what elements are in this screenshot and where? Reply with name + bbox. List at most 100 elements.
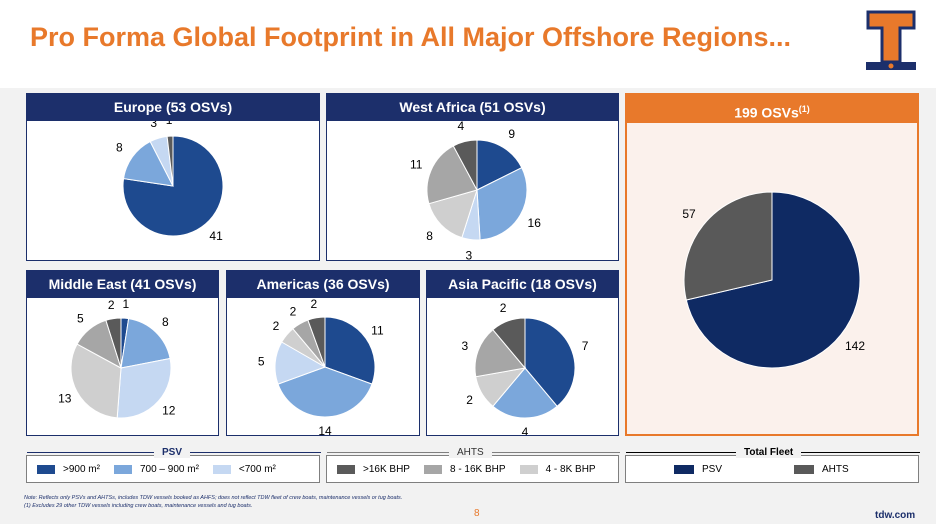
pie-value-label: 8: [426, 229, 433, 243]
pie-value-label: 1: [123, 298, 130, 311]
footnotes: Note: Reflects only PSVs and AHTSs, incl…: [24, 494, 402, 510]
legend-fleet-ahts: AHTS: [794, 464, 849, 475]
pie-value-label: 2: [290, 305, 297, 319]
legend-label: <700 m²: [238, 463, 276, 475]
legend-label: PSV: [702, 463, 723, 475]
middle-east-pie: 1 8 12 13 5 2: [58, 298, 176, 419]
legend-ahts-gt16k: >16K BHP: [337, 464, 410, 475]
pie-slice: [492, 367, 558, 419]
legend-ahts-8-16k: 8 - 16K BHP: [423, 463, 506, 475]
ahts-legend: AHTS >16K BHP 8 - 16K BHP 4 - 8K BHP: [326, 447, 620, 483]
legend-label: >16K BHP: [363, 463, 410, 475]
asia-pacific-pie: 7 4 2 3 2: [462, 301, 589, 435]
pie-slice: [476, 167, 528, 241]
psv-legend-items: >900 m² 700 – 900 m² <700 m²: [27, 456, 319, 482]
footnote-1: (1) Excludes 29 other TDW vessels includ…: [24, 503, 253, 509]
pie-slice: [324, 316, 376, 385]
total-fleet-legend: Total Fleet PSV AHTS: [625, 447, 920, 483]
page-number: 8: [474, 508, 480, 519]
pie-value-label: 4: [458, 121, 465, 133]
pie-slice: [307, 316, 326, 368]
pie-value-label: 11: [371, 323, 384, 337]
psv-legend: PSV >900 m² 700 – 900 m² <700 m²: [26, 447, 321, 483]
pie-slice: [474, 328, 526, 378]
total-fleet-footnote-ref: (1): [798, 104, 810, 114]
legend-swatch: [37, 464, 55, 474]
legend-swatch: [674, 464, 694, 474]
pie-value-label: 2: [108, 298, 115, 312]
total-fleet-pie: 142 57: [682, 191, 865, 369]
pie-value-label: 9: [508, 127, 515, 141]
west-africa-panel: West Africa (51 OSVs) 9 16 3 8 11 4: [326, 93, 619, 261]
pie-value-label: 12: [162, 404, 176, 418]
total-fleet-title-text: 199 OSVs: [734, 104, 799, 121]
pie-slice: [524, 317, 576, 408]
middle-east-panel: Middle East (41 OSVs) 1 8 12 13 5 2: [26, 270, 219, 436]
asia-pacific-title: Asia Pacific (18 OSVs): [427, 271, 618, 298]
west-africa-title: West Africa (51 OSVs): [327, 94, 618, 121]
pie-value-label: 142: [845, 339, 865, 353]
legend-swatch: [519, 464, 538, 474]
website-url: tdw.com: [875, 510, 916, 521]
pie-slice: [166, 135, 174, 187]
pie-value-label: 41: [209, 229, 223, 243]
americas-panel: Americas (36 OSVs) 11 14 5 2 2 2: [226, 270, 420, 436]
legend-psv-700-900: 700 – 900 m²: [113, 464, 199, 475]
pie-slice: [685, 191, 861, 369]
pie-value-label: 8: [162, 315, 169, 329]
pie-value-label: 4: [522, 425, 529, 435]
pie-slice: [452, 139, 478, 191]
pie-slice: [428, 189, 478, 239]
pie-slice: [683, 191, 773, 301]
total-legend-items: PSV AHTS: [626, 456, 918, 482]
pie-value-label: 8: [116, 141, 123, 155]
pie-slice: [70, 343, 122, 419]
europe-panel: Europe (53 OSVs) 41 8 3 1: [26, 93, 320, 261]
europe-pie: 41 8 3 1: [116, 121, 224, 243]
pie-value-label: 16: [528, 216, 542, 230]
pie-value-label: 13: [58, 392, 72, 406]
total-fleet-panel: 199 OSVs(1) 142 57: [625, 93, 919, 436]
legend-swatch: [113, 464, 132, 474]
pie-slice: [122, 140, 174, 187]
pie-slice: [277, 366, 373, 418]
pie-value-label: 2: [466, 393, 473, 407]
pie-slice: [426, 145, 478, 205]
total-legend-title: Total Fleet: [736, 447, 802, 458]
pie-value-label: 11: [410, 157, 423, 171]
pie-value-label: 3: [462, 339, 469, 353]
pie-slice: [476, 139, 523, 191]
page-title: Pro Forma Global Footprint in All Major …: [30, 22, 792, 52]
psv-legend-title: PSV: [154, 447, 191, 458]
ahts-legend-items: >16K BHP 8 - 16K BHP 4 - 8K BHP: [327, 456, 618, 482]
pie-value-label: 5: [258, 354, 265, 368]
title-band: [0, 0, 936, 88]
legend-swatch: [794, 464, 815, 474]
legend-ahts-4-8k: 4 - 8K BHP: [519, 464, 596, 475]
footnote-note: Note: Reflects only PSVs and AHTSs, incl…: [24, 495, 403, 501]
pie-value-label: 7: [582, 339, 589, 353]
legend-psv-lt700: <700 m²: [212, 463, 276, 475]
pie-slice: [492, 317, 526, 370]
total-fleet-title: 199 OSVs(1): [627, 95, 917, 123]
legend-label: 8 - 16K BHP: [449, 463, 506, 475]
pie-value-label: 2: [311, 298, 318, 311]
pie-value-label: 5: [77, 312, 84, 326]
tidewater-logo: [866, 10, 916, 70]
legend-swatch: [337, 464, 355, 474]
europe-title: Europe (53 OSVs): [27, 94, 319, 121]
ahts-legend-title: AHTS: [449, 447, 492, 458]
pie-value-label: 57: [682, 207, 696, 221]
pie-slice: [122, 135, 224, 237]
pie-value-label: 2: [273, 319, 280, 333]
pie-value-label: 1: [166, 121, 173, 127]
legend-fleet-psv: PSV: [674, 464, 722, 475]
pie-value-label: 14: [318, 424, 332, 435]
legend-swatch: [212, 464, 231, 474]
americas-title: Americas (36 OSVs): [227, 271, 419, 298]
legend-swatch: [423, 464, 442, 474]
pie-slice: [120, 318, 171, 369]
legend-psv-gt900: >900 m²: [37, 464, 100, 475]
asia-pacific-panel: Asia Pacific (18 OSVs) 7 4 2 3 2: [426, 270, 619, 436]
